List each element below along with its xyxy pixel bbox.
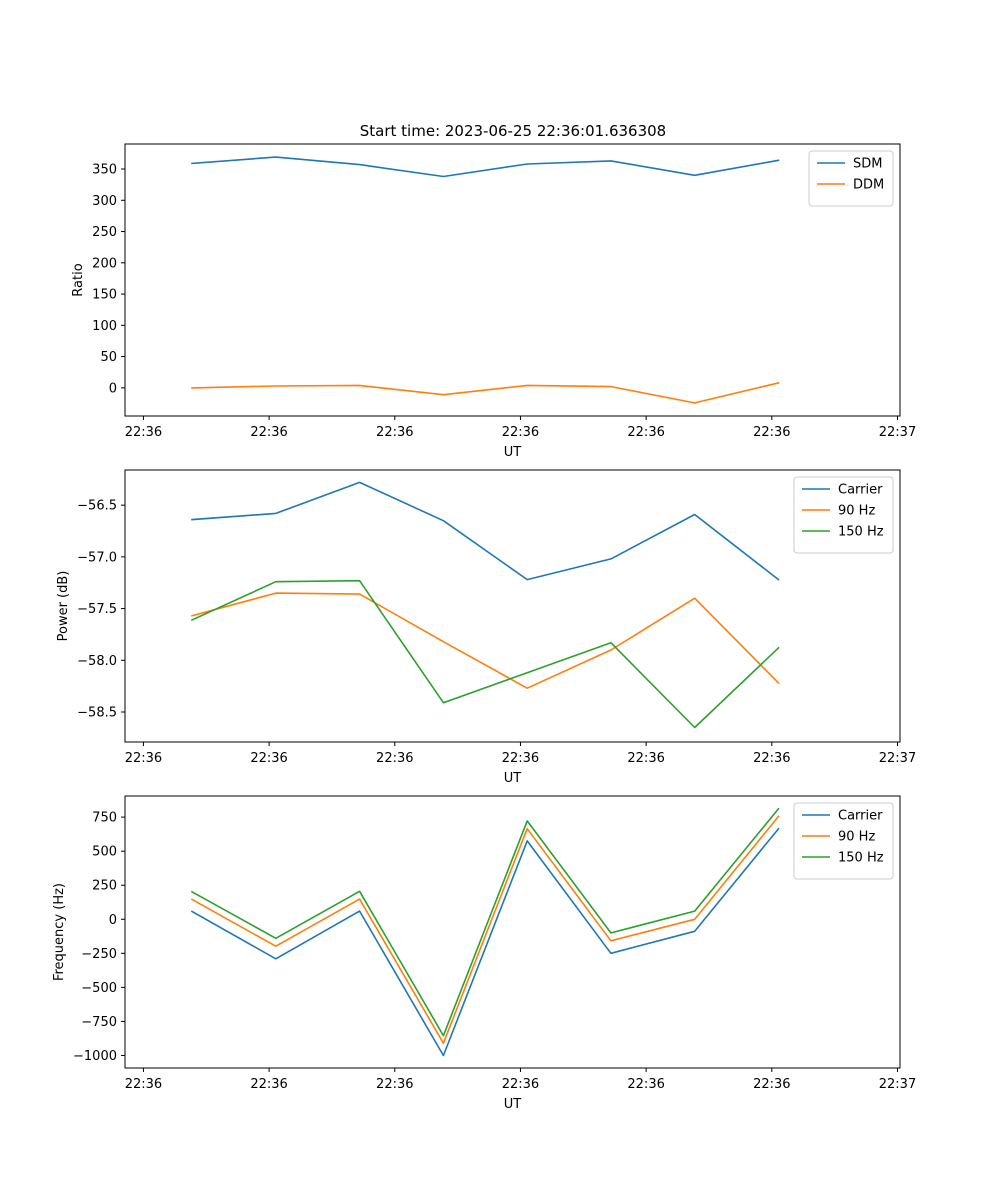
ratio-x-axis-label: UT bbox=[504, 445, 522, 460]
frequency-x-tick-label: 22:36 bbox=[250, 1077, 287, 1092]
frequency-legend-label-2: 150 Hz bbox=[838, 851, 884, 866]
power-x-tick-label: 22:36 bbox=[250, 751, 287, 766]
power-x-tick-label: 22:36 bbox=[376, 751, 413, 766]
ratio-x-tick-label: 22:36 bbox=[627, 425, 664, 440]
power-y-axis-label: Power (dB) bbox=[56, 571, 71, 642]
frequency-axes-frame bbox=[124, 795, 901, 1069]
power-x-tick-label: 22:36 bbox=[627, 751, 664, 766]
ratio-x-tick-label: 22:37 bbox=[879, 425, 916, 440]
ratio-x-tick-label: 22:36 bbox=[376, 425, 413, 440]
ratio-legend-label-1: DDM bbox=[853, 178, 884, 193]
ratio-axes-frame bbox=[124, 143, 901, 417]
frequency-y-tick-label: −500 bbox=[81, 981, 117, 996]
power-legend: Carrier 90 Hz 150 Hz bbox=[793, 476, 894, 554]
power-legend-label-0: Carrier bbox=[838, 483, 883, 498]
frequency-y-tick-label: −1000 bbox=[73, 1049, 117, 1064]
frequency-series-line-2 bbox=[190, 807, 780, 1037]
ratio-y-tick-label: 350 bbox=[92, 163, 117, 178]
ratio-x-tick-label: 22:36 bbox=[502, 425, 539, 440]
frequency-x-tick-label: 22:36 bbox=[627, 1077, 664, 1092]
frequency-y-tick-label: 500 bbox=[92, 845, 117, 860]
frequency-legend: Carrier 90 Hz 150 Hz bbox=[793, 802, 894, 880]
ratio-y-tick-label: 100 bbox=[92, 319, 117, 334]
power-panel: 22:36 22:36 22:36 22:36 22:36 22:36 22:37 UT −58… bbox=[56, 469, 916, 786]
ratio-series-line-0 bbox=[191, 156, 780, 178]
frequency-y-axis-label: Frequency (Hz) bbox=[52, 883, 67, 981]
frequency-x-tick-label: 22:36 bbox=[502, 1077, 539, 1092]
power-x-tick-label: 22:36 bbox=[753, 751, 790, 766]
power-y-tick-label: −57.5 bbox=[77, 602, 117, 617]
frequency-y-tick-label: −250 bbox=[81, 947, 117, 962]
frequency-legend-label-1: 90 Hz bbox=[838, 830, 875, 845]
ratio-y-tick-label: 200 bbox=[92, 256, 117, 271]
ratio-legend-box bbox=[808, 150, 894, 207]
ratio-y-axis-label: Ratio bbox=[71, 263, 86, 296]
power-legend-label-2: 150 Hz bbox=[838, 525, 884, 540]
ratio-series-line-1 bbox=[191, 381, 780, 404]
ratio-x-tick-label: 22:36 bbox=[753, 425, 790, 440]
frequency-legend-label-0: Carrier bbox=[838, 809, 883, 824]
power-series-line-1 bbox=[191, 592, 780, 690]
frequency-x-tick-label: 22:36 bbox=[376, 1077, 413, 1092]
ratio-y-tick-label: 50 bbox=[100, 350, 117, 365]
power-legend-box bbox=[793, 476, 894, 554]
power-x-axis-label: UT bbox=[504, 771, 522, 786]
ratio-y-tick-label: 0 bbox=[109, 381, 117, 396]
frequency-y-tick-label: −750 bbox=[81, 1015, 117, 1030]
power-x-tick-label: 22:37 bbox=[879, 751, 916, 766]
power-x-tick-label: 22:36 bbox=[502, 751, 539, 766]
power-series-line-0 bbox=[191, 481, 780, 581]
frequency-y-tick-label: 750 bbox=[92, 811, 117, 826]
power-y-tick-label: −56.5 bbox=[77, 499, 117, 514]
ratio-x-tick-label: 22:36 bbox=[125, 425, 162, 440]
power-legend-label-1: 90 Hz bbox=[838, 504, 875, 519]
ratio-x-tick-label: 22:36 bbox=[250, 425, 287, 440]
frequency-x-tick-label: 22:36 bbox=[125, 1077, 162, 1092]
power-x-tick-label: 22:36 bbox=[125, 751, 162, 766]
frequency-x-tick-label: 22:37 bbox=[879, 1077, 916, 1092]
frequency-legend-box bbox=[793, 802, 894, 880]
frequency-x-axis-label: UT bbox=[504, 1097, 522, 1112]
power-y-tick-label: −58.0 bbox=[77, 654, 117, 669]
ratio-legend: SDM DDM bbox=[808, 150, 894, 207]
ratio-y-tick-label: 150 bbox=[92, 288, 117, 303]
ratio-y-tick-label: 250 bbox=[92, 225, 117, 240]
frequency-y-tick-label: 0 bbox=[109, 913, 117, 928]
power-y-tick-label: −57.0 bbox=[77, 550, 117, 565]
frequency-series-line-1 bbox=[190, 815, 780, 1044]
figure-title: Start time: 2023-06-25 22:36:01.636308 bbox=[360, 122, 666, 140]
power-y-tick-label: −58.5 bbox=[77, 706, 117, 721]
power-axes-frame bbox=[124, 469, 901, 743]
power-series-line-2 bbox=[190, 579, 780, 729]
frequency-x-tick-label: 22:36 bbox=[753, 1077, 790, 1092]
ratio-legend-label-0: SDM bbox=[853, 157, 882, 172]
ratio-y-tick-label: 300 bbox=[92, 194, 117, 209]
frequency-y-tick-label: 250 bbox=[92, 879, 117, 894]
frequency-series-line-0 bbox=[190, 827, 780, 1057]
ratio-panel: 22:36 22:36 22:36 22:36 22:36 22:36 22:37 UT 0 50… bbox=[71, 143, 916, 460]
frequency-panel: 22:36 22:36 22:36 22:36 22:36 22:36 22:37 UT −10… bbox=[52, 795, 916, 1112]
